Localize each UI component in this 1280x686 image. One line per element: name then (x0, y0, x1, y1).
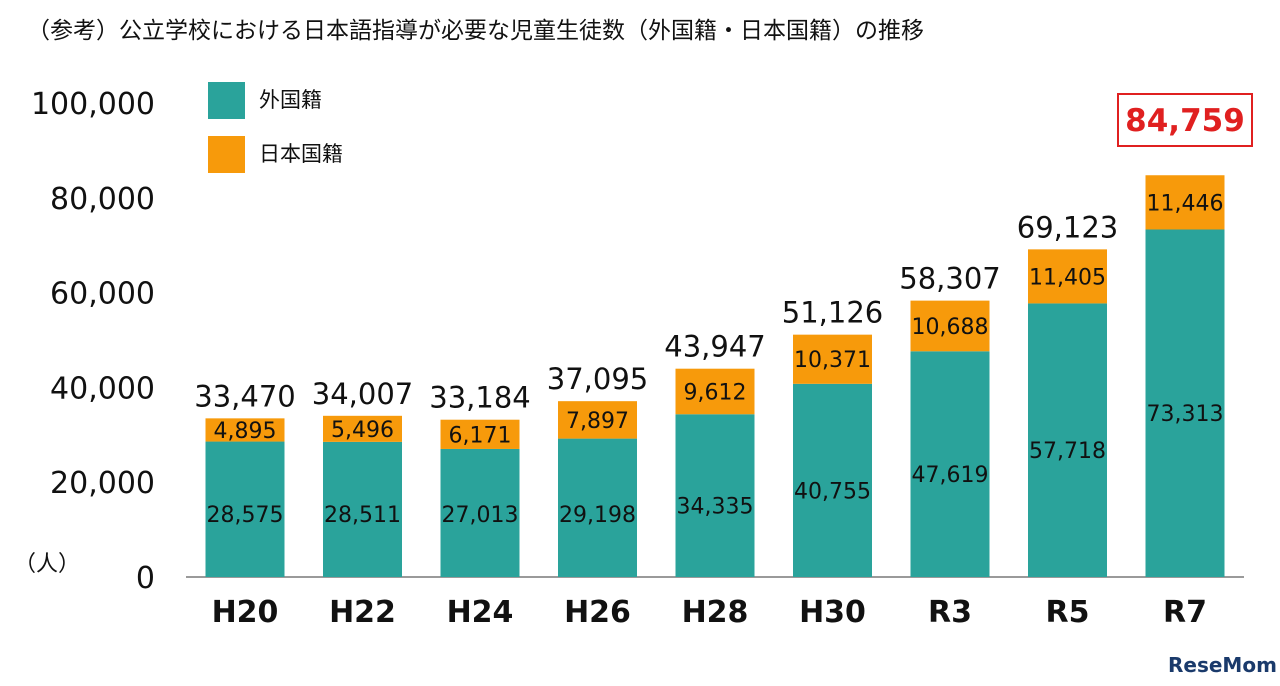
data-label-japanese: 10,371 (794, 348, 871, 373)
x-tick-label: H22 (329, 595, 396, 630)
y-tick-label: 100,000 (31, 87, 155, 122)
bar-foreign (440, 448, 520, 577)
bar-japanese (1028, 249, 1107, 304)
legend-label: 外国籍 (259, 88, 322, 112)
total-label: 33,184 (429, 381, 530, 415)
data-label-japanese: 5,496 (331, 418, 394, 443)
data-label-foreign: 47,619 (912, 463, 989, 488)
data-label-japanese: 9,612 (684, 380, 747, 405)
bar-foreign (558, 438, 637, 577)
bar-foreign (323, 441, 402, 577)
y-tick-label: 20,000 (50, 466, 155, 501)
total-highlight-box (1117, 93, 1253, 147)
svg-text:ReseMom: ReseMom (1168, 653, 1277, 677)
y-tick-label: 60,000 (50, 277, 155, 312)
data-label-foreign: 40,755 (794, 479, 871, 504)
x-tick-label: R3 (928, 595, 972, 630)
bar-foreign (910, 351, 990, 577)
x-tick-label: H26 (564, 595, 631, 630)
data-label-japanese: 11,405 (1029, 265, 1106, 290)
x-tick-label: H24 (447, 595, 514, 630)
total-label: 33,470 (194, 379, 295, 413)
bar-japanese (793, 334, 872, 384)
x-tick-label: R5 (1046, 595, 1090, 630)
data-label-foreign: 34,335 (677, 495, 754, 520)
bar-foreign (793, 383, 872, 577)
total-label: 51,126 (782, 296, 883, 330)
bar-foreign (1145, 229, 1225, 577)
x-tick-label: H28 (682, 595, 749, 630)
y-unit-label: （人） (14, 552, 80, 577)
total-label: 34,007 (312, 377, 413, 411)
data-label-foreign: 28,511 (324, 503, 401, 528)
total-label: 58,307 (899, 262, 1000, 296)
data-label-japanese: 10,688 (912, 315, 989, 340)
total-label: 43,947 (664, 330, 765, 364)
legend-swatch (208, 136, 245, 173)
bar-japanese (323, 415, 402, 442)
bar-japanese (675, 368, 755, 415)
y-tick-label: 80,000 (50, 182, 155, 217)
bar-foreign (675, 414, 755, 577)
watermark-logo: ReseMom (1168, 653, 1277, 677)
bar-japanese (558, 401, 637, 439)
x-tick-label: H20 (212, 595, 279, 630)
bar-japanese (440, 419, 520, 449)
data-label-japanese: 4,895 (214, 419, 277, 444)
bar-foreign (1028, 303, 1107, 577)
x-tick-label: R7 (1163, 595, 1207, 630)
data-label-japanese: 7,897 (566, 409, 629, 434)
data-label-foreign: 27,013 (442, 503, 519, 528)
data-label-foreign: 28,575 (207, 503, 284, 528)
chart-title: （参考）公立学校における日本語指導が必要な児童生徒数（外国籍・日本国籍）の推移 (27, 18, 924, 44)
data-label-japanese: 11,446 (1147, 191, 1224, 216)
y-axis: 0 20,000 40,000 60,000 80,000 100,000 (31, 87, 155, 596)
legend-swatch (208, 82, 245, 119)
total-label-highlight: 84,759 (1125, 103, 1245, 139)
total-label: 37,095 (547, 362, 648, 396)
bar-japanese (1145, 175, 1225, 230)
y-tick-label: 40,000 (50, 371, 155, 406)
bars: 28,575 4,895 33,470 H20 28,511 5,496 34,007 H22… (194, 93, 1253, 630)
data-label-foreign: 29,198 (559, 503, 636, 528)
x-tick-label: H30 (799, 595, 866, 630)
data-label-japanese: 6,171 (449, 423, 512, 448)
legend-label: 日本国籍 (259, 142, 343, 166)
data-label-foreign: 57,718 (1029, 439, 1106, 464)
total-label: 69,123 (1017, 210, 1118, 244)
y-tick-label: 0 (136, 561, 155, 596)
bar-japanese (205, 418, 285, 442)
data-label-foreign: 73,313 (1147, 402, 1224, 427)
bar-foreign (205, 441, 285, 577)
bar-japanese (910, 300, 990, 352)
